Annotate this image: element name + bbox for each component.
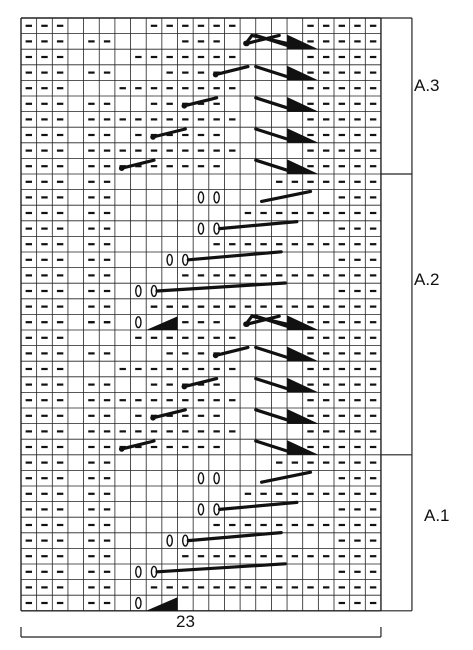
increase-wedge-symbol	[146, 316, 178, 330]
decrease-symbol	[244, 33, 254, 46]
decrease-symbol	[250, 314, 289, 326]
yarn-over-symbol	[135, 596, 142, 610]
decrease-symbol	[250, 33, 289, 46]
stitch-symbols	[118, 33, 319, 611]
yarn-over-symbol	[166, 534, 173, 547]
decrease-symbol	[182, 377, 219, 389]
decrease-symbol	[186, 250, 283, 262]
decrease-symbol	[155, 562, 287, 574]
cable-wedge-symbol	[287, 159, 319, 174]
yarn-over-symbol	[135, 284, 142, 298]
yarn-over-symbol	[135, 565, 142, 578]
chart-grid	[20, 17, 382, 612]
cable-wedge-symbol	[287, 315, 319, 330]
yarn-over-symbol	[197, 191, 205, 204]
section-label-a3: A.3	[414, 76, 440, 95]
decrease-symbol	[254, 377, 289, 391]
cable-wedge-symbol	[287, 128, 319, 143]
decrease-symbol	[155, 281, 287, 293]
width-dimension-line	[20, 627, 382, 638]
increase-wedge-symbol	[146, 597, 178, 611]
cable-wedge-symbol	[287, 440, 319, 455]
section-label-a2: A.2	[414, 270, 440, 289]
decrease-symbol	[254, 127, 289, 141]
decrease-symbol	[186, 530, 283, 543]
yarn-over-symbol	[213, 191, 220, 204]
yarn-over-symbol	[135, 316, 142, 329]
section-label-a1: A.1	[424, 506, 450, 525]
cable-wedge-symbol	[287, 377, 319, 393]
decrease-symbol	[151, 127, 187, 139]
decrease-symbol	[254, 96, 289, 110]
decrease-symbol	[254, 158, 289, 172]
decrease-symbol	[254, 439, 289, 453]
decrease-symbol	[254, 408, 289, 422]
decrease-symbol	[182, 96, 219, 108]
decrease-symbol	[244, 314, 254, 326]
cable-wedge-symbol	[287, 409, 319, 424]
decrease-symbol	[214, 345, 250, 357]
decrease-symbol	[254, 64, 289, 79]
yarn-over-symbol	[197, 503, 205, 516]
yarn-over-symbol	[213, 472, 220, 485]
yarn-over-symbol	[166, 253, 173, 266]
decrease-symbol	[218, 500, 299, 511]
decrease-symbol	[259, 470, 313, 484]
cable-wedge-symbol	[287, 97, 319, 112]
decrease-symbol	[218, 220, 299, 231]
cable-wedge-symbol	[287, 346, 319, 362]
stitch-count-label: 23	[176, 612, 195, 631]
decrease-symbol	[214, 64, 250, 77]
decrease-symbol	[151, 408, 187, 420]
decrease-symbol	[120, 439, 156, 451]
yarn-over-symbol	[197, 222, 205, 235]
purl-symbols	[25, 24, 377, 605]
decrease-symbol	[254, 345, 289, 359]
cable-wedge-symbol	[287, 34, 319, 50]
yarn-over-symbol	[197, 472, 205, 485]
section-brackets	[380, 17, 413, 612]
decrease-symbol	[120, 158, 156, 170]
cable-wedge-symbol	[287, 65, 319, 81]
decrease-symbol	[259, 189, 313, 203]
